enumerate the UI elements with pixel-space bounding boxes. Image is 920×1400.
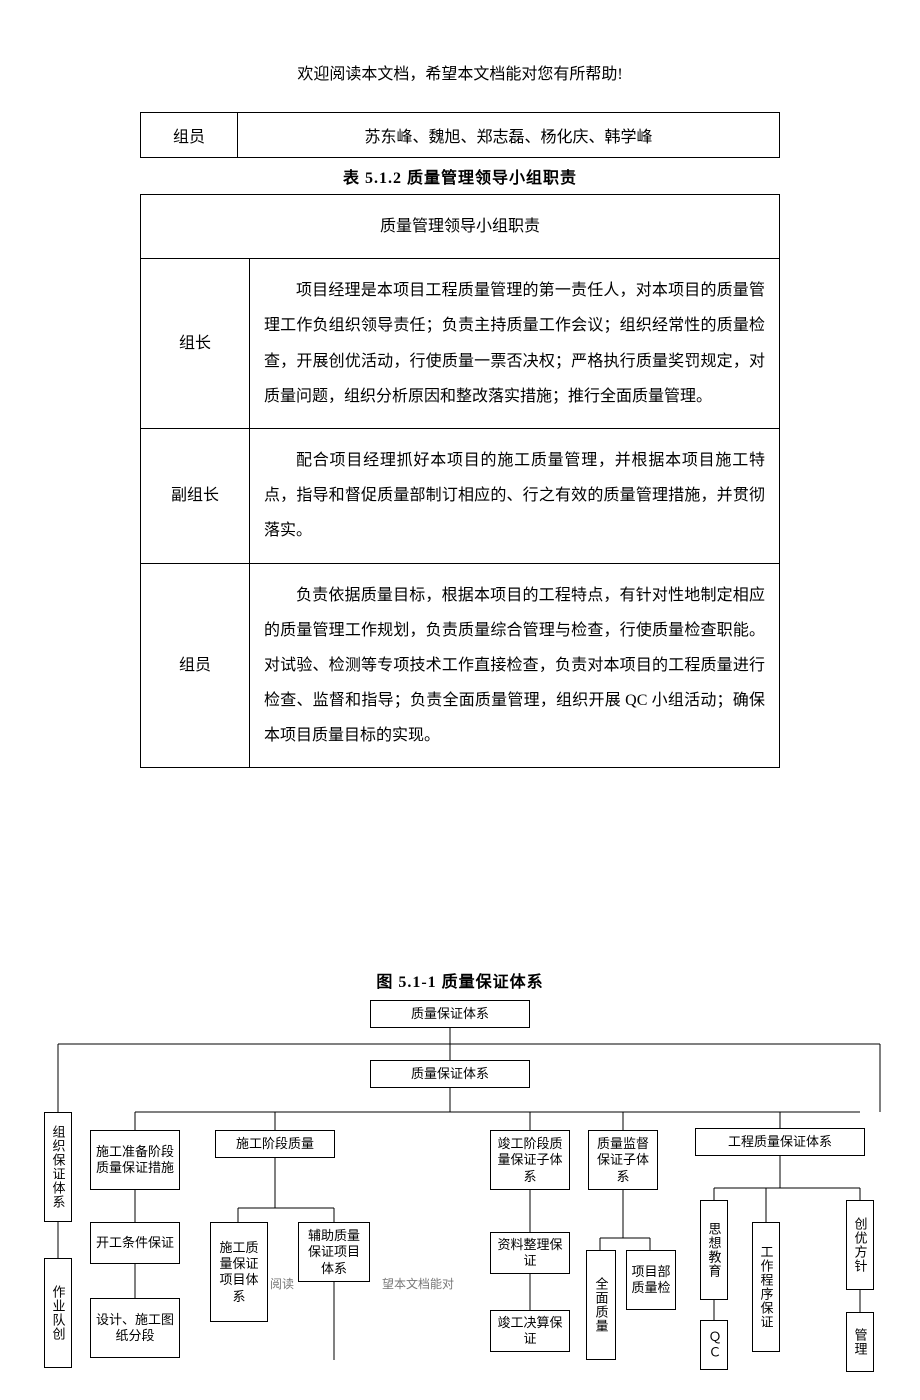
duty-table: 质量管理领导小组职责 组长 项目经理是本项目工程质量管理的第一责任人，对本项目的…: [140, 194, 780, 768]
flowchart-node: 开工条件保证: [90, 1222, 180, 1264]
flowchart-node: 项目部质量检: [626, 1250, 676, 1310]
flowchart-node: 作业队创: [44, 1258, 72, 1368]
members-value-cell: 苏东峰、魏旭、郑志磊、杨化庆、韩学峰: [238, 113, 780, 158]
table-row: 组长 项目经理是本项目工程质量管理的第一责任人，对本项目的质量管理工作负组织领导…: [141, 259, 780, 429]
duty-desc-cell: 项目经理是本项目工程质量管理的第一责任人，对本项目的质量管理工作负组织领导责任；…: [250, 259, 780, 429]
flowchart-node: 质量监督保证子体系: [588, 1130, 658, 1190]
flowchart-node: 质量保证体系: [370, 1060, 530, 1088]
duty-desc-cell: 负责依据质量目标，根据本项目的工程特点，有针对性地制定相应的质量管理工作规划，负…: [250, 563, 780, 768]
flowchart-node: 全面质量: [586, 1250, 616, 1360]
members-label-cell: 组员: [141, 113, 238, 158]
table-header-row: 质量管理领导小组职责: [141, 195, 780, 259]
table-row: 组员 负责依据质量目标，根据本项目的工程特点，有针对性地制定相应的质量管理工作规…: [141, 563, 780, 768]
flowchart-node: 创优方针: [846, 1200, 874, 1290]
watermark-text: 望本文档能对: [382, 1275, 454, 1292]
figure-caption: 图 5.1-1 质量保证体系: [0, 968, 920, 992]
flowchart-node: 资料整理保证: [490, 1232, 570, 1274]
duty-role-cell: 组长: [141, 259, 250, 429]
header-note: 欢迎阅读本文档，希望本文档能对您有所帮助!: [0, 60, 920, 84]
flowchart-node: 管理: [846, 1312, 874, 1372]
flowchart-node: 施工准备阶段质量保证措施: [90, 1130, 180, 1190]
watermark-text: 阅读: [270, 1275, 294, 1292]
flowchart-node: 工作程序保证: [752, 1222, 780, 1352]
table-row: 组员 苏东峰、魏旭、郑志磊、杨化庆、韩学峰: [141, 113, 780, 158]
table-caption: 表 5.1.2 质量管理领导小组职责: [140, 164, 780, 188]
flowchart-node: 竣工阶段质量保证子体系: [490, 1130, 570, 1190]
duty-table-header: 质量管理领导小组职责: [141, 195, 780, 259]
content-area: 组员 苏东峰、魏旭、郑志磊、杨化庆、韩学峰 表 5.1.2 质量管理领导小组职责…: [0, 112, 920, 768]
duty-desc-cell: 配合项目经理抓好本项目的施工质量管理，并根据本项目施工特点，指导和督促质量部制订…: [250, 428, 780, 563]
flowchart: 质量保证体系质量保证体系组织保证体系作业队创 施工准备阶段质量保证措施开工条件保证…: [30, 1000, 890, 1400]
flowchart-node: 设计、施工图纸分段: [90, 1298, 180, 1358]
flowchart-node: 组织保证体系: [44, 1112, 72, 1222]
flowchart-node: 思想教育: [700, 1200, 728, 1300]
table-row: 副组长 配合项目经理抓好本项目的施工质量管理，并根据本项目施工特点，指导和督促质…: [141, 428, 780, 563]
members-row-table: 组员 苏东峰、魏旭、郑志磊、杨化庆、韩学峰: [140, 112, 780, 158]
flowchart-node: 辅助质量保证项目体系: [298, 1222, 370, 1282]
duty-role-cell: 副组长: [141, 428, 250, 563]
flowchart-node: ＱＣ: [700, 1320, 728, 1370]
document-page: 欢迎阅读本文档，希望本文档能对您有所帮助! 组员 苏东峰、魏旭、郑志磊、杨化庆、…: [0, 0, 920, 1400]
flowchart-node: 竣工决算保证: [490, 1310, 570, 1352]
duty-role-cell: 组员: [141, 563, 250, 768]
flowchart-node: 施工阶段质量: [215, 1130, 335, 1158]
flowchart-node: 施工质量保证项目体系: [210, 1222, 268, 1322]
flowchart-node: 工程质量保证体系: [695, 1128, 865, 1156]
flowchart-node: 质量保证体系: [370, 1000, 530, 1028]
